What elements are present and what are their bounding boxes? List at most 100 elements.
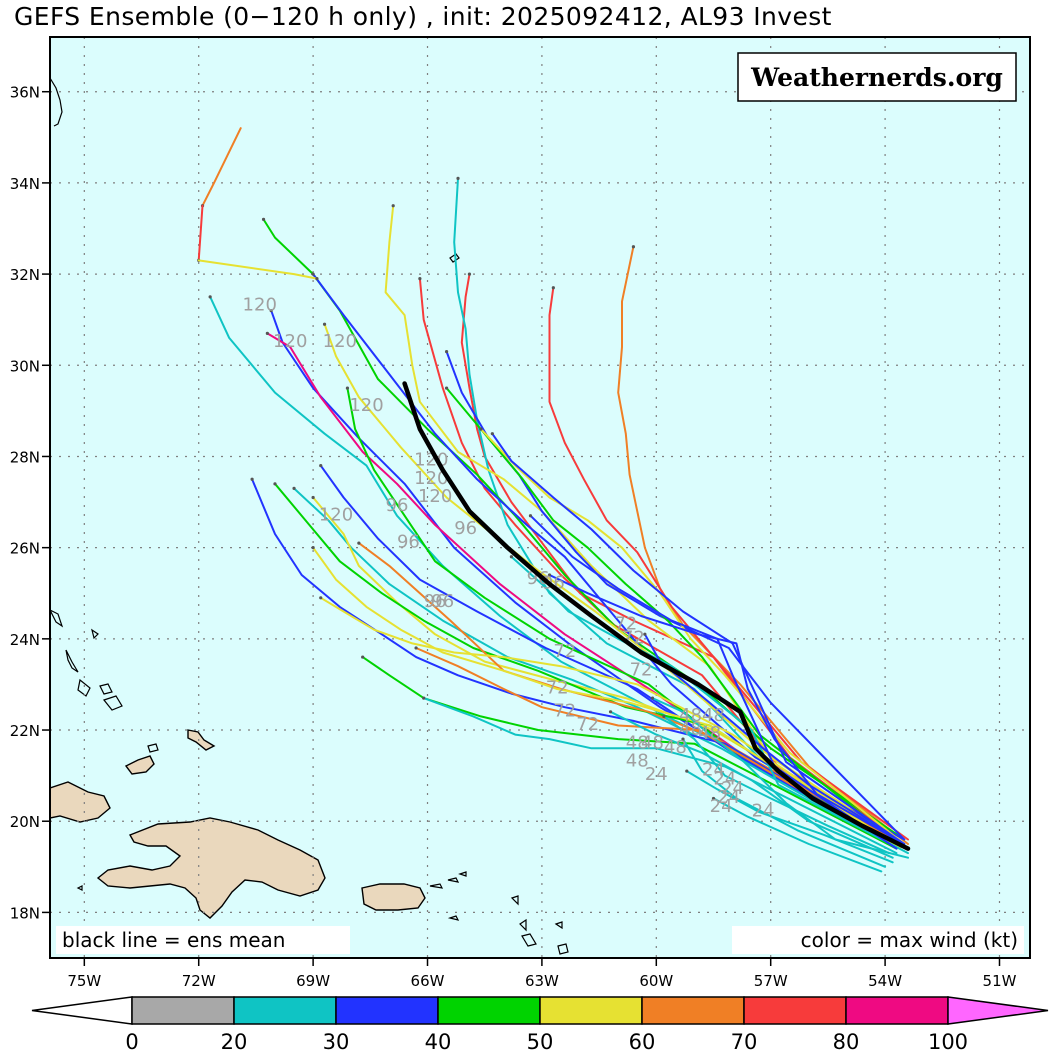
forecast-hour-label: 72 — [630, 659, 653, 680]
ensemble-track — [201, 127, 242, 207]
forecast-hour-label: 96 — [454, 518, 477, 539]
track-end-dot — [467, 272, 472, 276]
legend-left-box: black line = ens mean — [56, 926, 350, 954]
forecast-hour-label: 24 — [717, 787, 740, 808]
track-end-dot — [311, 546, 315, 550]
track-end-dot — [551, 286, 555, 290]
forecast-hour-label: 72 — [614, 614, 637, 635]
lat-tick-label: 36N — [10, 84, 40, 102]
lesser-antilles-coast — [557, 943, 569, 955]
forecast-hour-label: 48 — [679, 719, 702, 740]
lon-tick-label: 63W — [525, 972, 559, 990]
ensemble-track — [384, 204, 906, 845]
track-end-dot — [357, 541, 361, 545]
forecast-hour-label: 96 — [431, 591, 454, 612]
lesser-antilles-coast — [447, 915, 460, 921]
track-end-dot — [650, 696, 655, 700]
track-end-dot — [456, 176, 460, 180]
track-end-dot — [608, 710, 613, 714]
lesser-antilles-coast — [521, 933, 537, 947]
colorbar-label: 20 — [221, 1030, 248, 1054]
ensemble-track — [312, 273, 906, 841]
ensemble-tracks — [197, 127, 909, 873]
virgin-islands-coast — [429, 883, 444, 889]
colorbar-segment — [641, 996, 745, 1025]
ensemble-track — [662, 715, 890, 855]
lon-tick-label: 57W — [754, 972, 788, 990]
ensemble-track — [197, 204, 204, 262]
hispaniola-island — [50, 781, 111, 823]
lon-tick-label: 75W — [67, 972, 101, 990]
bahamas-coast — [99, 683, 113, 695]
latitude-labels: 18N 20N 22N 24N 26N 28N 30N 32N 34N 36N — [10, 84, 50, 922]
lon-tick-label: 72W — [182, 972, 216, 990]
colorbar-segment — [845, 996, 949, 1025]
lon-tick-label: 60W — [639, 972, 673, 990]
lat-tick-label: 24N — [10, 631, 40, 649]
bahamas-coast — [102, 695, 123, 711]
legend-right-box: color = max wind (kt) — [732, 926, 1024, 954]
map-frame — [49, 36, 1031, 959]
watermark-text: Weathernerds.org — [750, 63, 1003, 92]
bahamas-coast — [65, 649, 79, 673]
us-coast — [50, 77, 63, 127]
forecast-hour-label: 96 — [397, 532, 420, 553]
forecast-hour-label: 72 — [546, 678, 569, 699]
lon-tick-label: 66W — [411, 972, 445, 990]
colorbar-segment — [131, 996, 235, 1025]
ensemble-track — [712, 797, 883, 873]
track-end-dot — [261, 217, 266, 221]
bahamas-coast — [50, 609, 64, 628]
ensemble-track — [491, 432, 906, 845]
forecast-hour-label: 48 — [698, 723, 721, 744]
colorbar-label: 50 — [527, 1030, 554, 1054]
colorbar-low-extension — [31, 996, 133, 1025]
lat-tick-label: 28N — [10, 448, 40, 466]
wind-colorbar: 0 20 30 40 50 60 70 80 100 — [31, 996, 1049, 1054]
forecast-hour-label: 48 — [626, 751, 649, 772]
virgin-islands-coast — [447, 877, 460, 883]
track-end-dot — [422, 696, 426, 700]
forecast-hour-label: 48 — [679, 705, 702, 726]
ensemble-track — [312, 546, 902, 850]
ensemble-track — [251, 478, 902, 850]
forecast-hour-label: 120 — [319, 504, 353, 525]
ensemble-track — [479, 428, 906, 845]
track-end-dot — [685, 769, 689, 773]
track-end-dot — [322, 322, 327, 326]
forecast-hour-label: 96 — [527, 568, 550, 589]
track-end-dot — [345, 386, 350, 390]
track-end-dot — [315, 277, 319, 281]
ensemble-mean-layer — [402, 381, 911, 851]
track-end-dot — [311, 272, 315, 276]
ensemble-track — [685, 770, 894, 864]
track-end-dot — [292, 486, 296, 490]
forecast-hour-label: 24 — [645, 764, 668, 785]
ocean-background — [50, 37, 1030, 958]
forecast-hour-label: 120 — [349, 395, 383, 416]
colorbar-label: 40 — [425, 1030, 452, 1054]
forecast-hour-label: 120 — [323, 331, 357, 352]
forecast-hour-label: 48 — [641, 732, 664, 753]
track-end-dot — [631, 245, 636, 249]
forecast-hour-label: 48 — [626, 732, 649, 753]
track-end-dot — [265, 331, 269, 335]
turks-caicos-island — [124, 755, 155, 775]
colorbar-label: 0 — [125, 1030, 138, 1054]
track-end-dot — [361, 655, 365, 659]
track-end-dot — [269, 308, 273, 313]
bahamas-island — [187, 729, 216, 751]
forecast-hour-label: 96 — [542, 573, 565, 594]
forecast-hour-label: 24 — [713, 769, 736, 790]
lon-tick-label: 54W — [868, 972, 902, 990]
longitude-labels: 75W 72W 69W 66W 63W 60W 57W 54W 51W — [67, 958, 1017, 990]
track-end-dot — [528, 514, 533, 518]
track-end-dot — [311, 495, 315, 500]
ensemble-track — [609, 710, 894, 859]
bahamas-coast — [91, 628, 99, 640]
lat-tick-label: 26N — [10, 540, 40, 558]
forecast-hour-label: 24 — [710, 796, 733, 817]
lon-tick-label: 69W — [296, 972, 330, 990]
